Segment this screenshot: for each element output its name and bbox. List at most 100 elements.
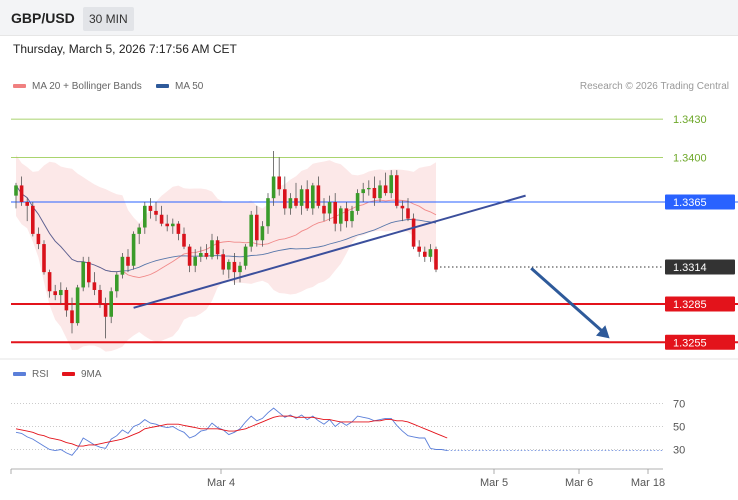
level-1-3365-label: 1.3365 xyxy=(673,197,707,209)
legend-rsi-ma: 9MA xyxy=(62,369,102,380)
candle xyxy=(171,218,175,234)
candle-body xyxy=(36,233,41,245)
candle-body xyxy=(350,210,354,222)
candle-body xyxy=(182,233,186,247)
level-1-3365-tag xyxy=(665,194,735,210)
legend-bollinger-label: MA 20 + Bollinger Bands xyxy=(32,81,142,92)
candle xyxy=(367,180,371,196)
candle-body xyxy=(423,251,427,257)
candle-body xyxy=(372,187,377,199)
candle xyxy=(333,193,337,232)
rsi-tick-30: 30 xyxy=(673,445,685,457)
candle-body xyxy=(243,246,248,266)
candle-body xyxy=(378,185,382,199)
candle-body xyxy=(361,189,365,194)
candle-body xyxy=(103,304,108,317)
candle xyxy=(249,210,253,252)
candle-body xyxy=(288,198,293,209)
candle xyxy=(361,182,365,202)
candle-body xyxy=(221,254,225,270)
legend-rsi: RSI xyxy=(13,369,49,380)
candle xyxy=(14,182,18,209)
candle xyxy=(238,261,242,283)
timeframe-button[interactable]: 30 MIN xyxy=(83,7,134,31)
candle-body xyxy=(299,189,304,206)
candle-body xyxy=(215,240,220,255)
candle-body xyxy=(411,218,416,247)
candle xyxy=(75,284,80,326)
candle xyxy=(154,202,158,222)
candle-body xyxy=(249,214,253,247)
candle-body xyxy=(389,175,393,194)
candle-body xyxy=(31,205,35,234)
candle xyxy=(109,287,113,324)
candle-body xyxy=(148,205,153,211)
candle xyxy=(204,244,209,260)
candle-body xyxy=(14,185,18,196)
candle-body xyxy=(120,256,125,275)
rsi-tick-50: 50 xyxy=(673,422,685,434)
candle-body xyxy=(187,246,192,266)
level-1-3255-label: 1.3255 xyxy=(673,337,707,349)
candle xyxy=(159,205,164,227)
trendline xyxy=(133,194,526,309)
candle xyxy=(355,189,360,215)
candle xyxy=(215,236,220,260)
candle xyxy=(148,198,153,219)
candle-body xyxy=(327,202,332,214)
candle-body xyxy=(115,274,119,292)
candle-body xyxy=(98,289,102,304)
candle-body xyxy=(400,205,405,209)
legend-bollinger: MA 20 + Bollinger Bands xyxy=(13,81,142,92)
candle-body xyxy=(75,287,80,324)
candle-body xyxy=(193,256,197,266)
candle-body xyxy=(367,187,371,190)
candle xyxy=(294,182,298,209)
candle xyxy=(115,272,119,298)
x-tick-label: Mar 4 xyxy=(207,477,235,489)
candle-body xyxy=(53,291,57,296)
candle-body xyxy=(294,198,298,206)
candle-body xyxy=(131,233,136,266)
chart-header: GBP/USD 30 MIN xyxy=(0,0,738,36)
candle xyxy=(305,180,309,211)
level-1-3255-tag xyxy=(665,334,735,350)
candle xyxy=(428,244,433,262)
candle xyxy=(350,205,354,228)
candle-body xyxy=(42,244,46,273)
candle xyxy=(411,213,416,250)
forecast-arrow-head xyxy=(596,325,610,339)
rsi-swatch xyxy=(13,372,26,377)
candle xyxy=(406,198,410,222)
level-1-3314-tag xyxy=(665,259,735,275)
candle-body xyxy=(143,205,147,228)
candle-body xyxy=(406,208,410,219)
candle xyxy=(31,202,35,237)
candle xyxy=(131,231,136,270)
candle xyxy=(137,223,141,245)
candle xyxy=(120,253,125,279)
rsi-ma-swatch xyxy=(62,372,75,377)
x-tick-label: Mar 5 xyxy=(480,477,508,489)
candle xyxy=(199,246,203,262)
level-1-3314-label: 1.3314 xyxy=(673,262,707,274)
candle-body xyxy=(260,226,265,241)
x-axis: Mar 4 Mar 5 Mar 6 Mar 18 xyxy=(10,468,665,489)
candle xyxy=(193,249,197,273)
candle xyxy=(434,246,438,273)
candle-body xyxy=(25,202,29,206)
candle xyxy=(227,259,231,279)
symbol-label[interactable]: GBP/USD xyxy=(11,10,75,26)
candle xyxy=(126,249,130,273)
rsi-tick-70: 70 xyxy=(673,399,685,411)
candle xyxy=(389,170,393,199)
research-credit: Research © 2026 Trading Central xyxy=(579,81,729,92)
candle xyxy=(316,176,321,209)
candle xyxy=(417,240,421,257)
legend-ma50-label: MA 50 xyxy=(175,81,204,92)
candle xyxy=(271,151,276,206)
level-1-3400-label: 1.3400 xyxy=(673,152,707,164)
candle-body xyxy=(311,185,315,209)
candle xyxy=(103,297,108,339)
